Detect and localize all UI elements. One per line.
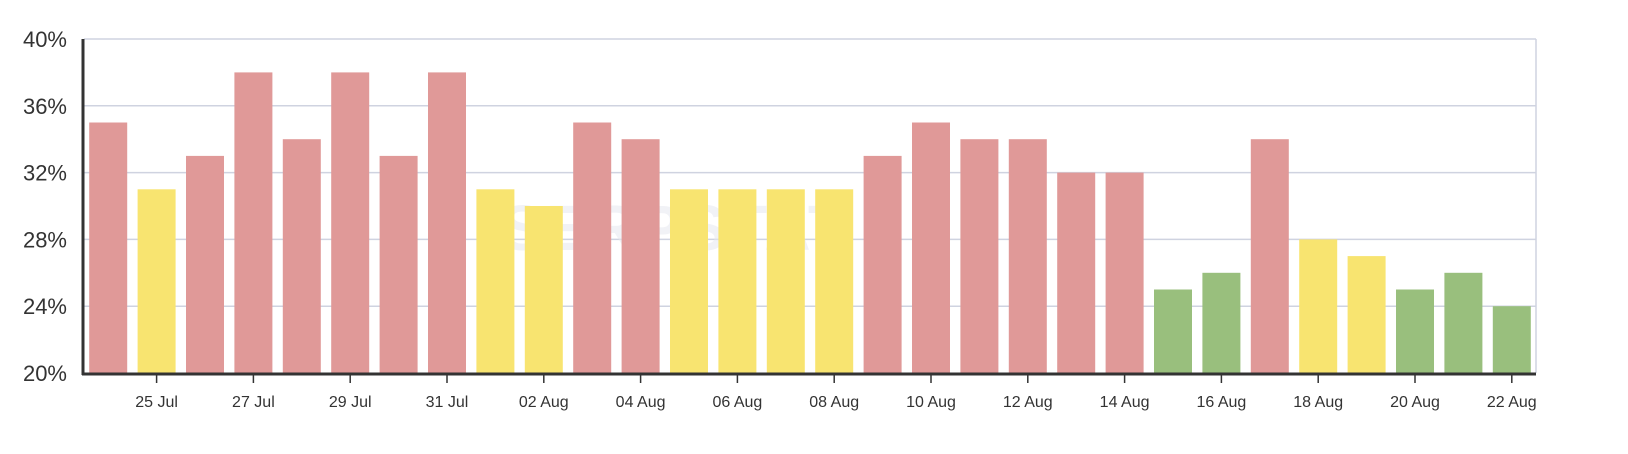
x-tick-label: 18 Aug: [1293, 394, 1343, 411]
y-axis-tick-labels: 20% 24% 28% 32% 36% 40%: [23, 27, 67, 386]
x-tick-label: 16 Aug: [1196, 394, 1246, 411]
bar: [1105, 172, 1144, 373]
x-tick-label: 27 Jul: [232, 394, 275, 411]
bar: [1492, 306, 1531, 373]
x-tick-label: 12 Aug: [1003, 394, 1053, 411]
bar: [1008, 139, 1047, 373]
x-axis-tick-labels: 25 Jul 27 Jul 29 Jul 31 Jul 02 Aug 04 Aug 06 A…: [135, 394, 1536, 411]
bar: [573, 122, 612, 373]
bar: [1444, 272, 1483, 373]
bar: [1057, 172, 1096, 373]
bars: [89, 72, 1531, 374]
bar: [621, 139, 660, 373]
bar: [815, 189, 854, 373]
x-tick-label: 08 Aug: [809, 394, 859, 411]
x-tick-label: 31 Jul: [426, 394, 469, 411]
x-tick-label: 29 Jul: [329, 394, 372, 411]
x-tick-label: 25 Jul: [135, 394, 178, 411]
x-tick-label: 14 Aug: [1100, 394, 1150, 411]
bar: [137, 189, 176, 373]
bar: [234, 72, 273, 374]
bar: [282, 139, 321, 373]
bar: [1154, 289, 1192, 373]
y-tick-label: 28%: [23, 227, 67, 252]
x-tick-label: 06 Aug: [712, 394, 762, 411]
bar: [89, 122, 128, 373]
y-tick-label: 36%: [23, 94, 67, 119]
bar: [766, 189, 805, 373]
x-tick-label: 02 Aug: [519, 394, 569, 411]
bar: [1202, 272, 1241, 373]
bar: [718, 189, 757, 373]
y-tick-label: 24%: [23, 294, 67, 319]
y-tick-label: 40%: [23, 27, 67, 52]
bar: [524, 206, 563, 373]
bar: [476, 189, 515, 373]
x-tick-label: 22 Aug: [1487, 394, 1537, 411]
bar: [331, 72, 370, 374]
y-tick-label: 20%: [23, 361, 67, 386]
bar: [186, 155, 224, 373]
bar: [428, 72, 466, 374]
x-tick-label: 20 Aug: [1390, 394, 1440, 411]
bar: [1396, 289, 1434, 373]
y-tick-label: 32%: [23, 161, 67, 186]
bar: [379, 155, 418, 373]
bar: [670, 189, 708, 373]
bar: [912, 122, 950, 373]
bar: [960, 139, 999, 373]
axes: [81, 39, 1536, 383]
bar: [1250, 139, 1289, 373]
bar: [863, 155, 902, 373]
x-tick-label: 04 Aug: [616, 394, 666, 411]
bar: [1347, 256, 1386, 373]
gridlines: [84, 38, 1537, 373]
x-tick-label: 10 Aug: [906, 394, 956, 411]
bar: [1299, 239, 1338, 373]
